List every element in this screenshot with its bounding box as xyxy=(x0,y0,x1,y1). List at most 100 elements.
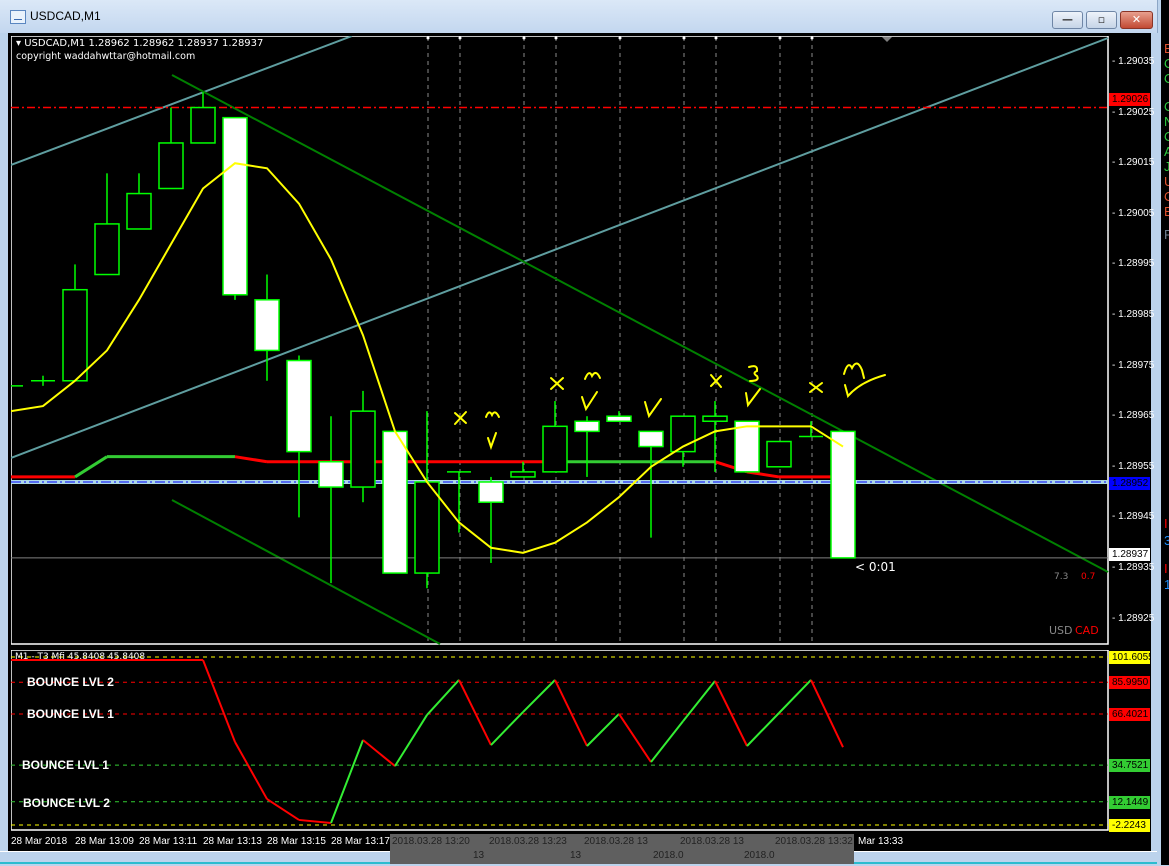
candle[interactable] xyxy=(254,274,280,381)
candle[interactable] xyxy=(542,401,568,473)
candle[interactable] xyxy=(318,416,344,584)
candle-body-bear xyxy=(638,430,664,448)
candle-body-bear xyxy=(254,299,280,352)
time-label: 28 Mar 13:09 xyxy=(75,836,134,847)
panel-letter: U xyxy=(1164,174,1169,189)
panel-letter: J xyxy=(1164,159,1169,174)
vline-label-band xyxy=(390,834,854,864)
candle[interactable] xyxy=(158,107,184,190)
trendline-upper[interactable] xyxy=(171,74,1109,573)
candle-body-bull xyxy=(766,440,792,468)
vline-anchor-dot[interactable] xyxy=(618,36,622,40)
candle[interactable] xyxy=(638,430,664,538)
trend-line-segment xyxy=(746,470,780,479)
moving-average-line xyxy=(11,162,844,554)
cad-label: CAD xyxy=(1075,624,1099,637)
panel-letter: O xyxy=(1164,57,1169,70)
handwritten-annotations xyxy=(454,362,886,451)
vline-anchor-dot[interactable] xyxy=(810,36,814,40)
candle[interactable] xyxy=(62,264,88,382)
handwritten-check-mark xyxy=(644,398,662,419)
candle-body-bull xyxy=(126,192,152,230)
handwritten-x-mark xyxy=(454,411,467,425)
mfi-line-segment xyxy=(778,679,812,714)
chart-window[interactable] xyxy=(8,33,1151,851)
handwritten-m-mark xyxy=(485,411,500,418)
candle[interactable] xyxy=(830,430,856,559)
mfi-header: M1 - T3 Mfi 45.8408 45.8408 xyxy=(15,652,146,662)
candle-body-bear xyxy=(574,420,600,433)
adjacent-panel: BOOONOAJUOEFI3I1 xyxy=(1161,0,1169,865)
trendline-lower[interactable] xyxy=(171,499,441,645)
level-price-tag: 1.28952 xyxy=(1109,477,1150,490)
candle[interactable] xyxy=(734,420,760,473)
candle[interactable] xyxy=(94,173,120,276)
close-button[interactable]: ✕ xyxy=(1120,11,1153,29)
candle[interactable] xyxy=(190,92,216,144)
channel-line-lower[interactable] xyxy=(11,37,1109,459)
handwritten-check-mark xyxy=(581,391,598,412)
vline-anchor-dot[interactable] xyxy=(682,36,686,40)
channel-line-upper[interactable] xyxy=(11,36,353,166)
mfi-line-segment xyxy=(746,712,780,747)
vline-anchor-dot[interactable] xyxy=(714,36,718,40)
time-label: 28 Mar 13:11 xyxy=(139,836,198,847)
minimize-button[interactable]: — xyxy=(1052,11,1083,29)
vline-time-label: 13 xyxy=(473,850,485,861)
vline-anchor-dot[interactable] xyxy=(426,36,430,40)
bounce-level-label: BOUNCE LVL 2 xyxy=(27,675,114,689)
close-icon: ✕ xyxy=(1131,13,1142,26)
candle-body-bear xyxy=(222,116,248,296)
candle[interactable] xyxy=(222,116,248,300)
mfi-level-tag: -2.2243 xyxy=(1109,818,1150,832)
candle-body-bull xyxy=(62,288,88,382)
collapse-triangle-icon[interactable]: ▾ xyxy=(16,38,25,49)
mfi-line-segment xyxy=(490,711,524,746)
vline-anchor-dot[interactable] xyxy=(458,36,462,40)
mfi-level-tag: 12.1449 xyxy=(1109,795,1150,809)
candle-body-bear xyxy=(478,481,504,503)
candle[interactable] xyxy=(350,390,376,503)
vline-anchor-dot[interactable] xyxy=(522,36,526,40)
mfi-indicator-chart[interactable] xyxy=(11,650,1109,831)
candle[interactable] xyxy=(702,401,728,472)
handwritten-x-mark xyxy=(809,382,823,393)
chart-shift-marker-icon[interactable] xyxy=(882,37,892,42)
candle[interactable] xyxy=(414,411,440,589)
candle-body-bull xyxy=(414,481,440,574)
candle[interactable] xyxy=(799,421,823,438)
vline-time-label: 2018.03.28 13 xyxy=(680,836,744,847)
bounce-level-label: BOUNCE LVL 1 xyxy=(27,707,114,721)
candle[interactable] xyxy=(126,173,152,230)
cad-strength-value: 0.7 xyxy=(1081,572,1096,582)
panel-letter: F xyxy=(1164,227,1169,242)
symbol-header[interactable]: ▾ USDCAD,M1 1.28962 1.28962 1.28937 1.28… xyxy=(16,38,263,50)
price-tick-label: - 1.28995 xyxy=(1112,258,1155,270)
panel-letter: 1 xyxy=(1164,577,1169,592)
candle[interactable] xyxy=(286,355,312,518)
mfi-line-segment xyxy=(586,713,620,747)
usd-strength-value: 7.3 xyxy=(1054,572,1069,582)
maximize-button[interactable]: ▫ xyxy=(1086,11,1117,29)
vline-anchor-dot[interactable] xyxy=(778,36,782,40)
window-title-bar[interactable]: USDCAD,M1 — ▫ ✕ xyxy=(0,0,1158,33)
candle[interactable] xyxy=(606,411,632,423)
candle[interactable] xyxy=(382,430,408,574)
candle-body-bull xyxy=(510,471,536,478)
ohlc-readout: USDCAD,M1 1.28962 1.28962 1.28937 1.2893… xyxy=(24,38,264,49)
candle[interactable] xyxy=(574,416,600,477)
bounce-level-label: BOUNCE LVL 1 xyxy=(22,758,109,772)
bid-price-tag: 1.28937 xyxy=(1109,548,1150,561)
trend-line-segment xyxy=(74,455,108,479)
vline-anchor-dot[interactable] xyxy=(554,36,558,40)
handwritten-check-mark xyxy=(844,374,886,399)
candle[interactable] xyxy=(31,375,55,386)
price-chart[interactable] xyxy=(11,36,1109,645)
sub-window-border xyxy=(11,650,1109,831)
panel-letter: O xyxy=(1164,130,1169,143)
mfi-line-segment xyxy=(330,739,364,824)
candle[interactable] xyxy=(766,440,792,468)
candle[interactable] xyxy=(510,461,536,478)
window-title: USDCAD,M1 xyxy=(30,9,101,23)
panel-letter: 3 xyxy=(1164,533,1169,548)
